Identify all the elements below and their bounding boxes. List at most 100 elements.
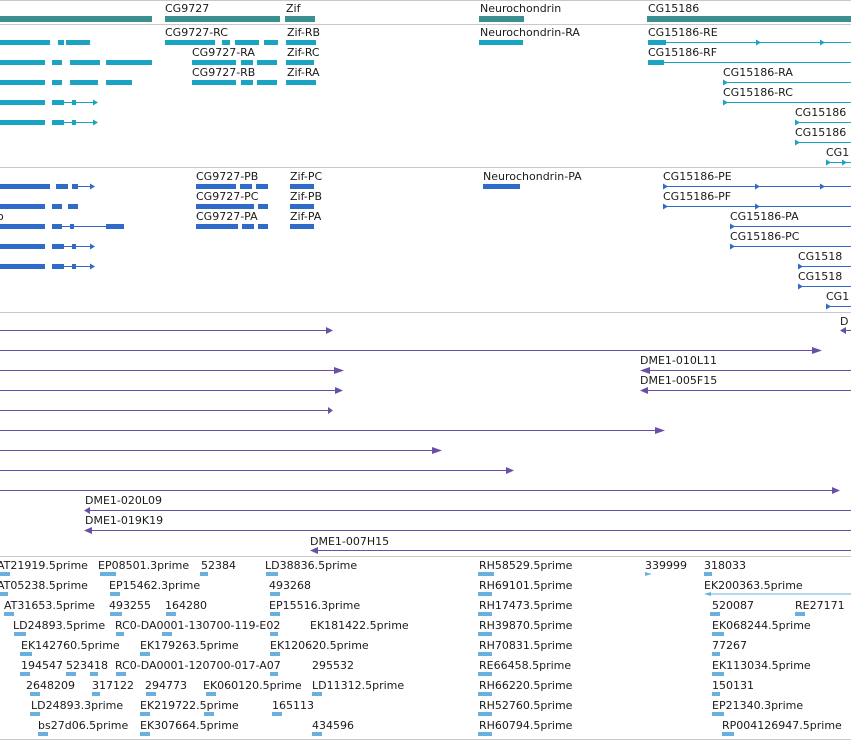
- est-mark[interactable]: [722, 732, 734, 736]
- est-mark[interactable]: [478, 632, 492, 636]
- est-mark[interactable]: [14, 632, 26, 636]
- transcript-feature[interactable]: [0, 99, 98, 106]
- transcript-feature[interactable]: [286, 40, 316, 45]
- est-mark[interactable]: [478, 712, 492, 716]
- transcript-feature[interactable]: [648, 39, 851, 46]
- est-mark[interactable]: [162, 632, 172, 636]
- transcript-feature[interactable]: [795, 119, 851, 126]
- protein-feature[interactable]: [0, 243, 95, 250]
- gene-feature[interactable]: [285, 16, 315, 22]
- est-mark[interactable]: [0, 592, 8, 596]
- protein-feature[interactable]: [730, 243, 851, 250]
- protein-feature[interactable]: [290, 224, 314, 229]
- est-mark[interactable]: [92, 692, 100, 696]
- est-mark[interactable]: [200, 572, 208, 576]
- est-mark[interactable]: [478, 652, 492, 656]
- clone-feature[interactable]: [0, 327, 333, 334]
- clone-feature[interactable]: [84, 507, 851, 514]
- transcript-feature[interactable]: [286, 80, 316, 85]
- est-mark[interactable]: [712, 672, 724, 676]
- clone-feature[interactable]: [640, 387, 851, 394]
- est-mark[interactable]: [38, 732, 48, 736]
- clone-feature[interactable]: [0, 447, 442, 454]
- est-mark[interactable]: [712, 632, 724, 636]
- est-mark[interactable]: [90, 672, 98, 676]
- est-mark[interactable]: [795, 612, 805, 616]
- transcript-feature[interactable]: [648, 60, 851, 65]
- clone-feature[interactable]: [0, 367, 344, 374]
- est-mark[interactable]: [30, 712, 40, 716]
- est-mark[interactable]: [140, 712, 150, 716]
- transcript-feature[interactable]: [826, 159, 851, 166]
- protein-feature[interactable]: [730, 223, 851, 230]
- est-mark[interactable]: [478, 732, 492, 736]
- gene-feature[interactable]: [165, 16, 280, 22]
- est-mark[interactable]: [20, 652, 32, 656]
- est-mark[interactable]: [272, 712, 282, 716]
- gene-feature[interactable]: [479, 16, 524, 22]
- transcript-feature[interactable]: [192, 60, 277, 65]
- protein-feature[interactable]: [196, 204, 268, 209]
- gene-feature[interactable]: [0, 16, 152, 22]
- transcript-feature[interactable]: [0, 119, 98, 126]
- protein-feature[interactable]: [0, 204, 78, 209]
- transcript-feature[interactable]: [192, 80, 277, 85]
- est-mark[interactable]: [712, 712, 724, 716]
- est-mark[interactable]: [110, 592, 120, 596]
- clone-feature[interactable]: [640, 367, 851, 374]
- clone-feature[interactable]: [0, 467, 514, 474]
- gene-feature[interactable]: [647, 16, 851, 22]
- est-mark[interactable]: [478, 692, 492, 696]
- clone-feature[interactable]: [0, 487, 840, 494]
- clone-feature[interactable]: [0, 387, 343, 394]
- est-mark[interactable]: [204, 712, 214, 716]
- transcript-feature[interactable]: [0, 40, 90, 45]
- est-mark[interactable]: [110, 612, 122, 616]
- est-mark[interactable]: [478, 672, 492, 676]
- clone-feature[interactable]: [310, 547, 851, 554]
- est-mark[interactable]: [270, 592, 280, 596]
- clone-feature[interactable]: [0, 347, 822, 354]
- transcript-feature[interactable]: [165, 40, 278, 45]
- est-mark[interactable]: [710, 612, 720, 616]
- protein-feature[interactable]: [663, 203, 851, 210]
- clone-feature[interactable]: [84, 527, 851, 534]
- protein-feature[interactable]: [0, 224, 124, 229]
- est-mark[interactable]: [478, 572, 494, 576]
- transcript-feature[interactable]: [723, 99, 851, 106]
- est-mark[interactable]: [4, 612, 14, 616]
- est-mark[interactable]: [270, 652, 280, 656]
- est-mark[interactable]: [100, 572, 116, 576]
- clone-feature[interactable]: [0, 407, 333, 414]
- protein-feature[interactable]: [798, 263, 851, 270]
- clone-feature[interactable]: [840, 327, 851, 334]
- est-mark[interactable]: [270, 612, 280, 616]
- transcript-feature[interactable]: [0, 60, 152, 65]
- est-mark[interactable]: [20, 672, 30, 676]
- protein-feature[interactable]: [798, 283, 851, 290]
- transcript-feature[interactable]: [795, 139, 851, 146]
- protein-feature[interactable]: [290, 184, 314, 189]
- transcript-feature[interactable]: [723, 79, 851, 86]
- protein-feature[interactable]: [196, 224, 268, 229]
- transcript-feature[interactable]: [0, 80, 132, 85]
- est-mark[interactable]: [140, 732, 150, 736]
- est-mark[interactable]: [206, 692, 216, 696]
- est-mark[interactable]: [146, 692, 156, 696]
- est-mark[interactable]: [712, 652, 720, 656]
- est-mark[interactable]: [116, 632, 124, 636]
- est-mark[interactable]: [312, 692, 322, 696]
- est-mark[interactable]: [270, 672, 278, 676]
- est-mark[interactable]: [645, 572, 652, 576]
- est-mark[interactable]: [312, 732, 322, 736]
- est-mark[interactable]: [704, 592, 711, 596]
- est-mark[interactable]: [712, 692, 720, 696]
- est-mark[interactable]: [30, 692, 40, 696]
- protein-feature[interactable]: [0, 263, 95, 270]
- est-mark[interactable]: [270, 632, 278, 636]
- est-mark[interactable]: [140, 652, 150, 656]
- est-mark[interactable]: [266, 572, 278, 576]
- transcript-feature[interactable]: [479, 40, 523, 45]
- est-mark[interactable]: [478, 592, 492, 596]
- protein-feature[interactable]: [290, 204, 314, 209]
